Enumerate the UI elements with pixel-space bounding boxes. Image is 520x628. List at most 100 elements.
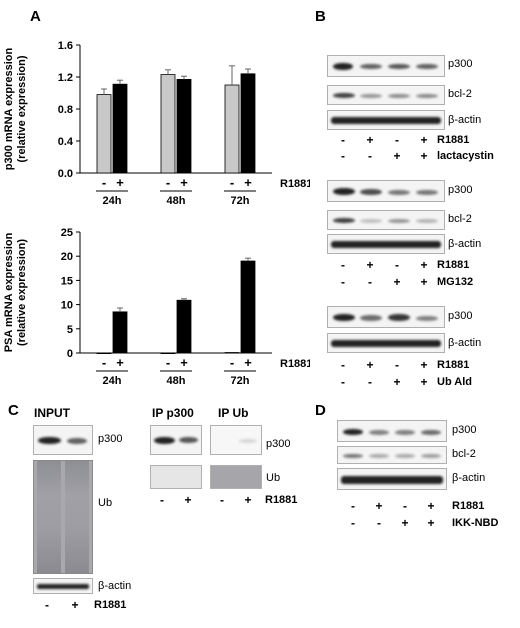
input-blot-ub <box>33 460 93 574</box>
condition-sign: - <box>166 355 170 370</box>
input-row-label-beta-actin: β-actin <box>98 580 132 592</box>
ip-p300-title: IP p300 <box>152 406 194 420</box>
y-tick-label: 1.2 <box>58 72 73 84</box>
row-label-bcl2: bcl-2 <box>448 88 472 100</box>
y-tick-label: 10 <box>61 300 73 312</box>
sign: - <box>341 133 345 147</box>
condition-sign: - <box>166 175 170 190</box>
sign: + <box>366 358 374 372</box>
treatment-label: R1881 <box>437 359 470 371</box>
input-row-label-ub: Ub <box>98 497 113 509</box>
row-label-p300: p300 <box>448 58 473 70</box>
condition-sign: + <box>244 355 252 370</box>
row-label-p300: p300 <box>448 184 473 196</box>
input-blot-beta-actin <box>33 578 93 594</box>
panel-label-c: C <box>8 402 19 419</box>
ip-p300-blot-p300 <box>150 425 202 455</box>
time-label: 24h <box>103 375 122 387</box>
sign: + <box>427 499 435 513</box>
bar <box>224 352 240 354</box>
y-tick-label: 0.4 <box>58 136 74 148</box>
sign: - <box>351 516 355 530</box>
row-label-beta-actin: β-actin <box>448 238 482 250</box>
time-label: 72h <box>231 375 250 387</box>
treatment-label: lactacystin <box>437 150 494 162</box>
time-label: 24h <box>103 195 122 205</box>
row-label-p300: p300 <box>448 310 473 322</box>
row-label-beta-actin: β-actin <box>448 337 482 349</box>
treatment-label: R1881 <box>452 500 485 512</box>
y-tick-label: 0.0 <box>58 168 73 180</box>
panel-label-d: D <box>315 402 326 419</box>
sign: + <box>393 275 401 289</box>
bar <box>240 260 256 354</box>
sign: - <box>368 275 372 289</box>
treatment-label: R1881 <box>94 599 127 611</box>
psa-mrna-bar-chart: 0 5 10 15 20 25 PSA mRNA expression (relative e… <box>3 227 310 387</box>
bar <box>160 74 176 174</box>
y-tick-label: 1.6 <box>58 40 73 52</box>
sign: + <box>375 499 383 513</box>
y-tick-label: 15 <box>61 275 73 287</box>
sign: - <box>368 149 372 163</box>
p300-mrna-bar-chart: 0.0 0.4 0.8 1.2 1.6 p300 mRNA expression (rela… <box>3 40 310 205</box>
input-title: INPUT <box>34 406 70 420</box>
treatment-label: R1881 <box>280 358 310 370</box>
condition-sign: - <box>230 355 234 370</box>
sign: - <box>45 598 49 612</box>
bar <box>160 352 176 355</box>
ip-row-label-ub: Ub <box>266 472 281 484</box>
sign: - <box>395 258 399 272</box>
sign: - <box>341 375 345 389</box>
blot-bcl2 <box>327 85 445 105</box>
sign: + <box>420 149 428 163</box>
y-axis-label: PSA mRNA expression <box>3 232 15 352</box>
sign: - <box>160 493 164 507</box>
sign: + <box>184 493 192 507</box>
blot-p300 <box>327 55 445 77</box>
sign: - <box>341 258 345 272</box>
sign: - <box>377 516 381 530</box>
blot-p300 <box>327 180 445 202</box>
blot-p300 <box>327 306 445 328</box>
sign: - <box>368 375 372 389</box>
blot-beta-actin <box>327 234 445 254</box>
ip-ub-blot-ub <box>210 465 262 489</box>
sign: + <box>393 375 401 389</box>
bar <box>112 311 128 354</box>
sign: - <box>341 275 345 289</box>
condition-sign: - <box>230 175 234 190</box>
sign: - <box>395 358 399 372</box>
bar <box>96 352 112 355</box>
treatment-label: IKK-NBD <box>452 517 499 529</box>
y-axis-label: p300 mRNA expression <box>3 47 15 170</box>
condition-sign: + <box>180 175 188 190</box>
y-tick-label: 25 <box>61 227 73 239</box>
sign: + <box>244 493 252 507</box>
bar <box>96 94 112 174</box>
blot-beta-actin <box>327 333 445 353</box>
sign: + <box>420 133 428 147</box>
sign: + <box>420 275 428 289</box>
ip-row-label-p300: p300 <box>266 438 291 450</box>
bar <box>240 73 256 174</box>
treatment-label: MG132 <box>437 276 474 288</box>
y-tick-label: 0 <box>67 348 73 360</box>
row-label-bcl2: bcl-2 <box>448 213 472 225</box>
y-tick-label: 20 <box>61 251 73 263</box>
sign: + <box>427 516 435 530</box>
condition-sign: + <box>244 175 252 190</box>
row-label-beta-actin: β-actin <box>452 472 486 484</box>
sign: + <box>401 516 409 530</box>
blot-bcl2 <box>337 446 447 464</box>
sign: - <box>341 149 345 163</box>
condition-sign: + <box>116 355 124 370</box>
row-label-bcl2: bcl-2 <box>452 448 476 460</box>
sign: - <box>395 133 399 147</box>
sign: + <box>366 133 374 147</box>
y-axis-label: (relative expression) <box>16 55 28 162</box>
input-row-label-p300: p300 <box>98 433 123 445</box>
row-label-p300: p300 <box>452 424 477 436</box>
blot-beta-actin <box>327 110 445 130</box>
bar <box>112 83 128 174</box>
